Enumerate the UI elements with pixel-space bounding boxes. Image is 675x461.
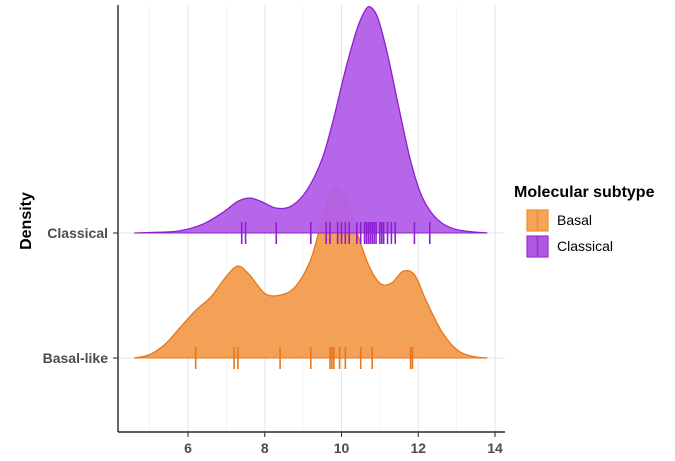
x-axis-ticks: 6 8 10 12 14 <box>184 432 503 456</box>
legend: Molecular subtype Basal Classical <box>514 184 655 258</box>
density-ridges <box>134 6 488 369</box>
legend-label: Classical <box>557 238 613 254</box>
y-axis-ticks: Basal-like Classical <box>43 225 118 366</box>
x-tick-label: 14 <box>487 440 503 456</box>
y-tick-label: Classical <box>47 225 108 241</box>
y-axis-title: Density <box>18 192 35 250</box>
density-area-basal-like <box>134 187 488 358</box>
x-tick-label: 8 <box>261 440 269 456</box>
axes <box>117 5 505 433</box>
x-tick-label: 12 <box>410 440 426 456</box>
legend-label: Basal <box>557 212 592 228</box>
ridge-classical <box>134 6 488 244</box>
y-tick-label: Basal-like <box>43 350 109 366</box>
legend-entry: Basal <box>526 209 592 232</box>
x-tick-label: 10 <box>334 440 350 456</box>
legend-title: Molecular subtype <box>514 184 655 201</box>
density-area-classical <box>134 6 488 233</box>
x-tick-label: 6 <box>184 440 192 456</box>
density-outline-classical <box>134 6 488 234</box>
legend-entry: Classical <box>526 235 613 258</box>
